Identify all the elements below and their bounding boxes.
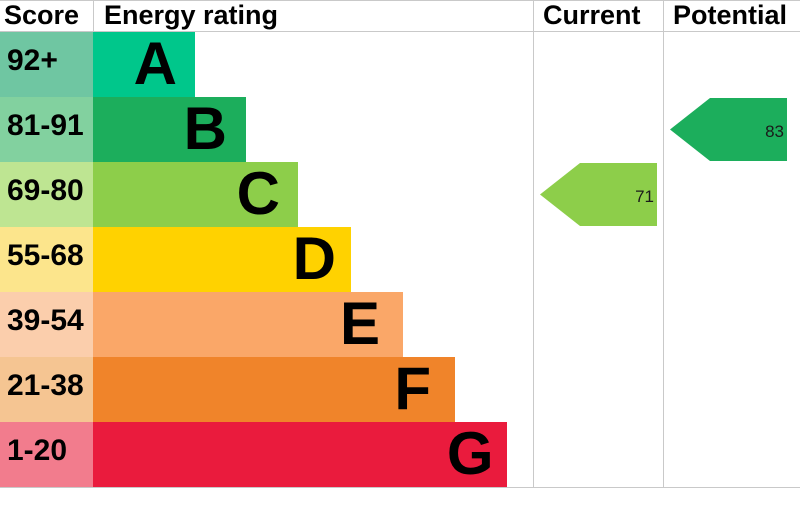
svg-text:71: 71: [635, 187, 654, 206]
svg-text:83: 83: [765, 122, 784, 141]
